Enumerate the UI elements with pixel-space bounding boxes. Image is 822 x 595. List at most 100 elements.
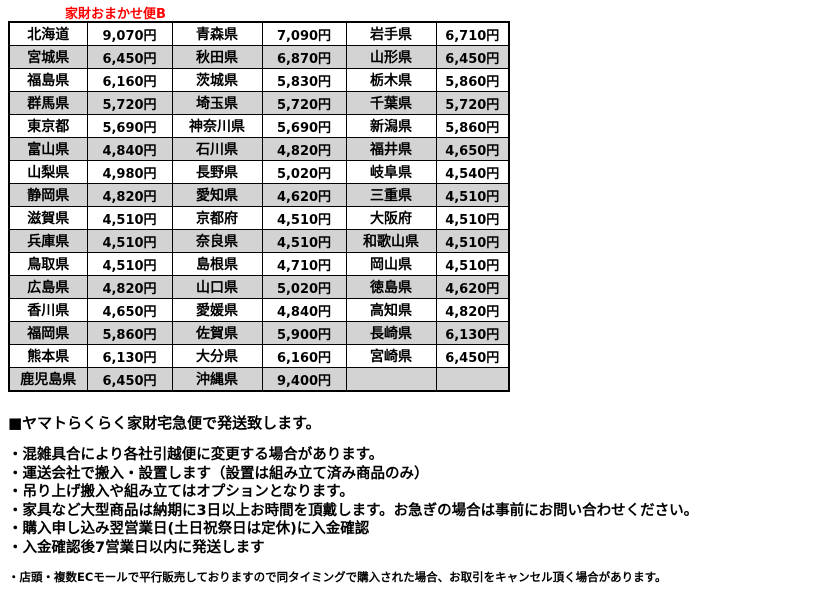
price-cell: 4,510円 bbox=[435, 229, 510, 253]
prefecture-cell: 富山県 bbox=[8, 137, 88, 161]
prefecture-cell: 新潟県 bbox=[345, 114, 437, 138]
note-line: ・混雑具合により各社引越便に変更する場合があります。 bbox=[8, 447, 384, 463]
price-cell: 4,510円 bbox=[435, 252, 510, 276]
table-row: 熊本県 6,130円 大分県 6,160円 宮崎県 6,450円 bbox=[8, 344, 510, 368]
price-cell: 6,710円 bbox=[435, 21, 510, 46]
price-cell: 5,690円 bbox=[86, 114, 173, 138]
price-cell: 4,510円 bbox=[86, 206, 173, 230]
price-cell: 6,450円 bbox=[435, 45, 510, 69]
prefecture-cell: 滋賀県 bbox=[8, 206, 88, 230]
price-cell: 6,130円 bbox=[86, 344, 173, 368]
prefecture-cell: 広島県 bbox=[8, 275, 88, 299]
table-row: 広島県 4,820円 山口県 5,020円 徳島県 4,620円 bbox=[8, 275, 510, 299]
prefecture-cell: 三重県 bbox=[345, 183, 437, 207]
price-cell: 4,840円 bbox=[86, 137, 173, 161]
prefecture-cell: 奈良県 bbox=[171, 229, 263, 253]
table-row: 鹿児島県 6,450円 沖縄県 9,400円 bbox=[8, 367, 510, 392]
note-line: ・購入申し込み翌営業日(土日祝祭日は定休)に入金確認 bbox=[8, 521, 370, 538]
prefecture-cell: 栃木県 bbox=[345, 68, 437, 92]
prefecture-cell: 青森県 bbox=[171, 21, 263, 46]
notes-footnote: ・店頭・複数ECモールで平行販売しておりますので同タイミングで購入された場合、お… bbox=[8, 569, 667, 584]
notes-bullet-list: ・混雑具合により各社引越便に変更する場合があります。・運送会社で搬入・設置します… bbox=[8, 446, 816, 558]
price-cell: 4,510円 bbox=[86, 229, 173, 253]
price-cell: 6,870円 bbox=[261, 45, 347, 69]
prefecture-cell: 神奈川県 bbox=[171, 114, 263, 138]
price-cell: 6,130円 bbox=[435, 321, 510, 345]
prefecture-cell: 鹿児島県 bbox=[8, 367, 88, 392]
prefecture-cell: 福島県 bbox=[8, 68, 88, 92]
prefecture-cell: 大阪府 bbox=[345, 206, 437, 230]
note-line: ・入金確認後7営業日以内に発送します bbox=[8, 539, 265, 556]
prefecture-cell: 北海道 bbox=[8, 21, 88, 46]
prefecture-cell: 福岡県 bbox=[8, 321, 88, 345]
prefecture-cell: 香川県 bbox=[8, 298, 88, 322]
prefecture-cell: 茨城県 bbox=[171, 68, 263, 92]
price-cell: 6,450円 bbox=[86, 45, 173, 69]
prefecture-cell: 長野県 bbox=[171, 160, 263, 184]
price-cell: 4,650円 bbox=[86, 298, 173, 322]
prefecture-cell: 熊本県 bbox=[8, 344, 88, 368]
table-row: 香川県 4,650円 愛媛県 4,840円 高知県 4,820円 bbox=[8, 298, 510, 322]
prefecture-cell: 高知県 bbox=[345, 298, 437, 322]
prefecture-cell: 岐阜県 bbox=[345, 160, 437, 184]
table-row: 滋賀県 4,510円 京都府 4,510円 大阪府 4,510円 bbox=[8, 206, 510, 230]
price-cell: 4,620円 bbox=[435, 275, 510, 299]
prefecture-cell: 千葉県 bbox=[345, 91, 437, 115]
prefecture-cell: 山口県 bbox=[171, 275, 263, 299]
prefecture-cell: 沖縄県 bbox=[171, 367, 263, 392]
table-row: 福島県 6,160円 茨城県 5,830円 栃木県 5,860円 bbox=[8, 68, 510, 92]
price-cell: 5,690円 bbox=[261, 114, 347, 138]
prefecture-cell: 秋田県 bbox=[171, 45, 263, 69]
price-cell: 5,830円 bbox=[261, 68, 347, 92]
table-row: 富山県 4,840円 石川県 4,820円 福井県 4,650円 bbox=[8, 137, 510, 161]
table-row: 鳥取県 4,510円 島根県 4,710円 岡山県 4,510円 bbox=[8, 252, 510, 276]
price-cell: 6,450円 bbox=[86, 367, 173, 392]
notes-heading: ■ヤマトらくらく家財宅急便で発送致します。 bbox=[8, 414, 321, 432]
price-cell: 4,620円 bbox=[261, 183, 347, 207]
prefecture-cell: 石川県 bbox=[171, 137, 263, 161]
prefecture-cell: 群馬県 bbox=[8, 91, 88, 115]
price-cell: 7,090円 bbox=[261, 21, 347, 46]
prefecture-cell: 福井県 bbox=[345, 137, 437, 161]
price-cell: 4,820円 bbox=[261, 137, 347, 161]
price-cell: 4,510円 bbox=[435, 183, 510, 207]
note-line: ・運送会社で搬入・設置します（設置は組み立て済み商品のみ） bbox=[8, 465, 429, 482]
table-row: 北海道 9,070円 青森県 7,090円 岩手県 6,710円 bbox=[8, 21, 510, 46]
price-cell bbox=[435, 367, 510, 392]
price-cell: 4,820円 bbox=[86, 183, 173, 207]
price-cell: 6,160円 bbox=[86, 68, 173, 92]
price-cell: 4,980円 bbox=[86, 160, 173, 184]
table-row: 福岡県 5,860円 佐賀県 5,900円 長崎県 6,130円 bbox=[8, 321, 510, 345]
price-cell: 9,070円 bbox=[86, 21, 173, 46]
shipping-price-table: 北海道 9,070円 青森県 7,090円 岩手県 6,710円 宮城県 6,450円 秋田県 6… bbox=[8, 21, 510, 392]
prefecture-cell: 岩手県 bbox=[345, 21, 437, 46]
price-cell: 5,720円 bbox=[261, 91, 347, 115]
price-cell: 5,020円 bbox=[261, 275, 347, 299]
price-cell: 4,820円 bbox=[86, 275, 173, 299]
price-cell: 4,710円 bbox=[261, 252, 347, 276]
prefecture-cell: 愛知県 bbox=[171, 183, 263, 207]
price-cell: 4,510円 bbox=[261, 229, 347, 253]
price-cell: 5,860円 bbox=[435, 68, 510, 92]
prefecture-cell: 山形県 bbox=[345, 45, 437, 69]
price-cell: 5,720円 bbox=[86, 91, 173, 115]
prefecture-cell: 愛媛県 bbox=[171, 298, 263, 322]
table-row: 群馬県 5,720円 埼玉県 5,720円 千葉県 5,720円 bbox=[8, 91, 510, 115]
table-row: 宮城県 6,450円 秋田県 6,870円 山形県 6,450円 bbox=[8, 45, 510, 69]
prefecture-cell bbox=[345, 367, 437, 392]
price-cell: 5,860円 bbox=[86, 321, 173, 345]
note-line: ・吊り上げ搬入や組み立てはオプションとなります。 bbox=[8, 484, 354, 501]
prefecture-cell: 東京都 bbox=[8, 114, 88, 138]
price-cell: 5,020円 bbox=[261, 160, 347, 184]
prefecture-cell: 和歌山県 bbox=[345, 229, 437, 253]
price-cell: 5,900円 bbox=[261, 321, 347, 345]
prefecture-cell: 宮城県 bbox=[8, 45, 88, 69]
table-title: 家財おまかせ便B bbox=[65, 7, 166, 22]
price-cell: 4,540円 bbox=[435, 160, 510, 184]
prefecture-cell: 山梨県 bbox=[8, 160, 88, 184]
table-row: 山梨県 4,980円 長野県 5,020円 岐阜県 4,540円 bbox=[8, 160, 510, 184]
price-cell: 5,860円 bbox=[435, 114, 510, 138]
prefecture-cell: 埼玉県 bbox=[171, 91, 263, 115]
price-cell: 6,160円 bbox=[261, 344, 347, 368]
prefecture-cell: 徳島県 bbox=[345, 275, 437, 299]
